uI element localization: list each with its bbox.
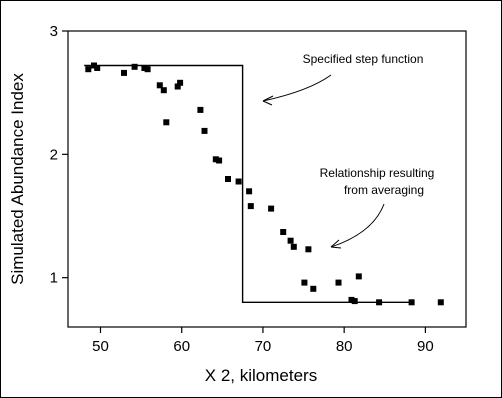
- data-point: [91, 62, 97, 69]
- y-tick-label: 2: [50, 146, 58, 163]
- x-axis-ticks: 50 60 70 80 90: [92, 327, 434, 355]
- step-function-line: [84, 64, 414, 303]
- data-point: [201, 127, 208, 134]
- y-tick-label: 3: [50, 23, 58, 40]
- data-point: [156, 82, 163, 89]
- data-point: [144, 66, 151, 73]
- data-point: [305, 246, 312, 253]
- plot-area-frame: [67, 30, 467, 328]
- data-point: [290, 243, 297, 250]
- y-axis-ticks: 1 2 3: [50, 23, 68, 287]
- data-point: [301, 279, 308, 286]
- x-tick-label: 50: [92, 338, 109, 355]
- annotation-relationship-line1: Relationship resulting: [320, 166, 435, 180]
- data-point: [437, 299, 444, 306]
- data-point: [235, 178, 242, 185]
- data-point: [351, 298, 358, 305]
- data-point: [131, 63, 138, 70]
- data-point: [163, 119, 170, 126]
- data-point: [287, 237, 294, 244]
- data-point: [212, 156, 219, 163]
- data-point: [85, 66, 92, 73]
- y-tick-label: 1: [50, 270, 58, 287]
- data-point: [348, 296, 355, 303]
- x-tick-label: 90: [417, 338, 434, 355]
- data-point: [216, 157, 223, 164]
- x-tick-label: 60: [173, 338, 190, 355]
- annotation-relationship-line2: from averaging: [344, 183, 424, 197]
- annotation-relationship-arrowhead: [330, 239, 342, 249]
- data-point: [121, 69, 127, 76]
- y-axis-label: Simulated Abundance Index: [8, 73, 27, 285]
- x-tick-label: 80: [336, 338, 353, 355]
- data-point: [177, 79, 184, 86]
- data-point: [376, 299, 383, 306]
- data-points: [85, 62, 444, 306]
- data-point: [225, 176, 231, 182]
- data-point: [141, 65, 148, 71]
- data-point: [408, 299, 415, 306]
- data-point: [197, 106, 204, 113]
- data-point: [355, 273, 362, 280]
- data-point: [310, 285, 317, 292]
- x-axis-label: X 2, kilometers: [205, 366, 317, 385]
- data-point: [246, 188, 253, 195]
- data-point: [268, 205, 275, 212]
- annotation-step-arrow: [262, 74, 332, 102]
- x-tick-label: 70: [255, 338, 272, 355]
- annotation-step-arrowhead: [262, 95, 274, 106]
- data-point: [160, 87, 167, 94]
- data-point: [174, 83, 181, 90]
- data-point: [335, 279, 342, 286]
- data-point: [280, 229, 287, 235]
- annotation-step-function: Specified step function: [303, 52, 424, 66]
- data-point: [247, 203, 254, 210]
- data-point: [94, 65, 101, 71]
- annotation-relationship-arrow: [330, 203, 385, 248]
